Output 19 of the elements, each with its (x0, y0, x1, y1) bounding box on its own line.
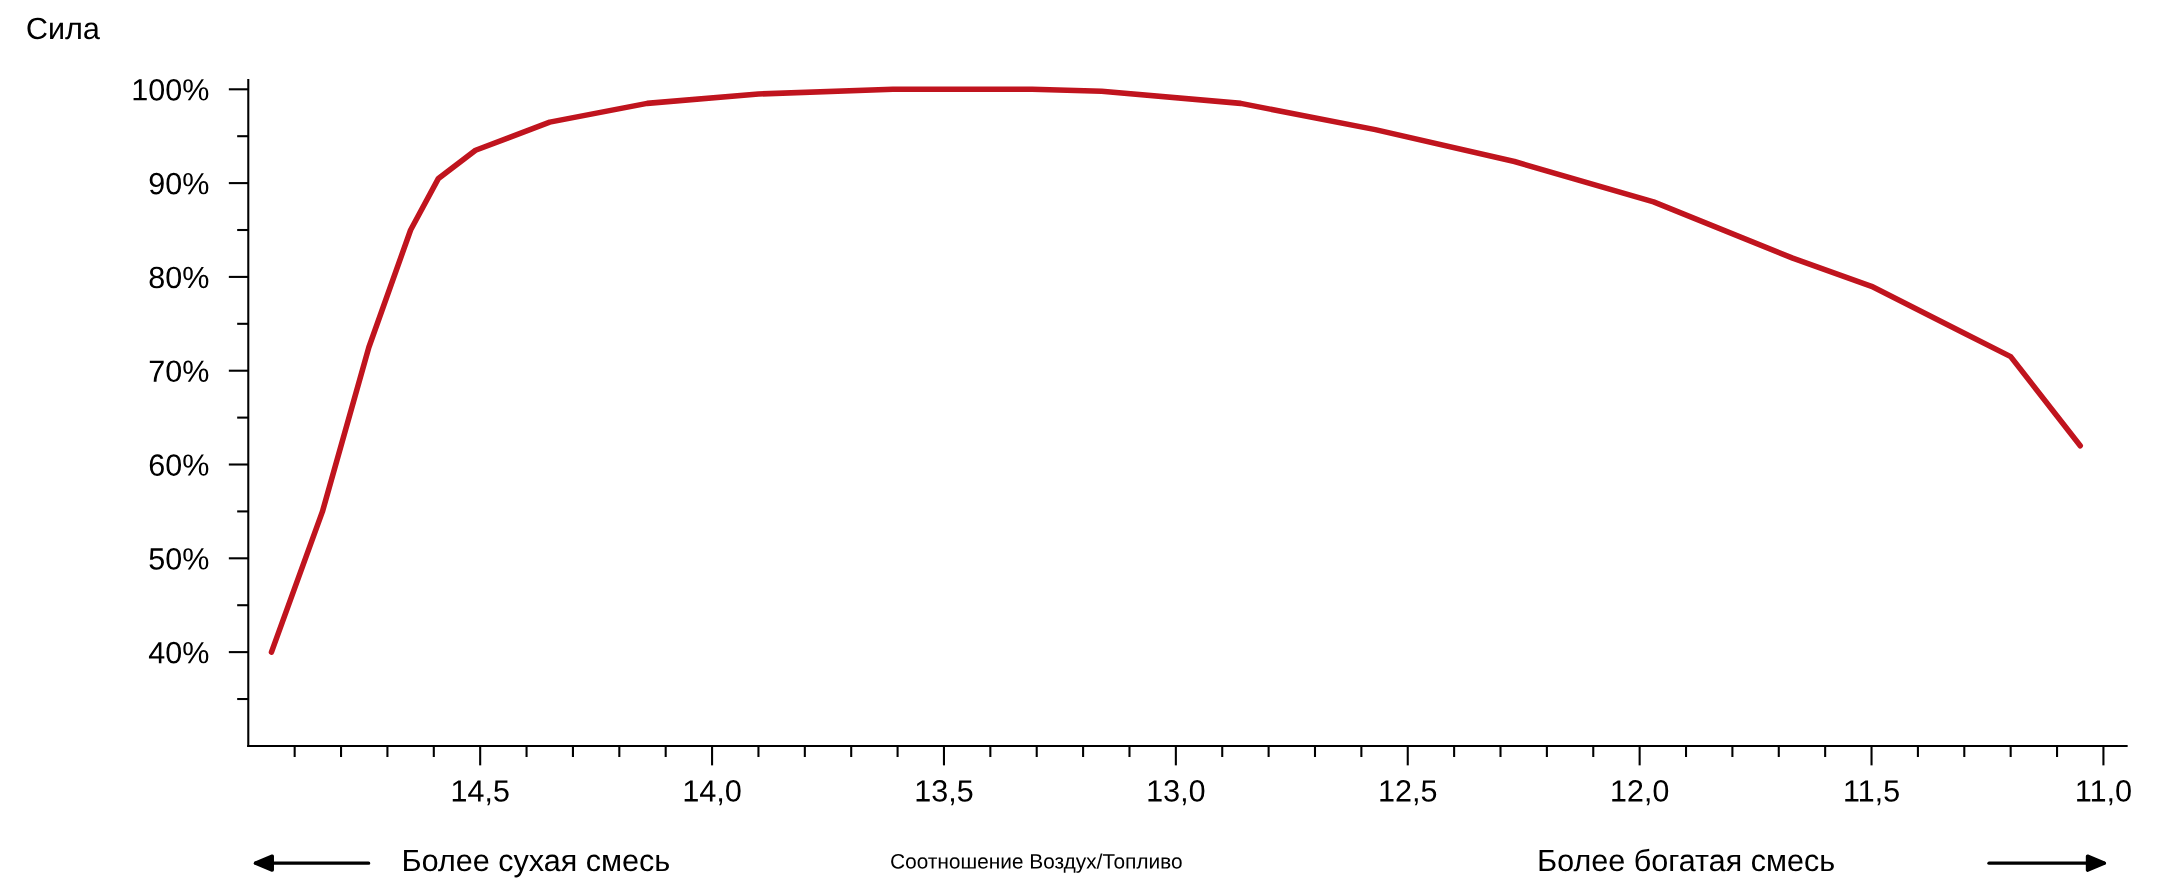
x-axis-title: Соотношение Воздух/Топливо (891, 853, 1182, 873)
y-axis-title: Сила (27, 17, 100, 40)
y-tick-label: 50% (149, 548, 209, 570)
x-tick-label: 11,5 (1845, 780, 1899, 806)
x-tick-label: 12,5 (1380, 780, 1437, 806)
y-tick-label: 70% (149, 360, 209, 383)
y-tick-label: 80% (149, 266, 209, 289)
x-tick-label: 13,5 (916, 780, 973, 806)
y-tick-label: 60% (149, 454, 209, 476)
x-tick-label: 11,0 (2077, 780, 2131, 806)
x-tick-label: 12,0 (1612, 780, 1669, 806)
text: Более сухая смесь (404, 850, 669, 878)
y-tick-label: 100% (133, 79, 209, 101)
x-tick-label: 13,0 (1148, 780, 1205, 806)
x-tick-label: 14,5 (452, 780, 509, 806)
y-tick-label: 90% (149, 172, 209, 195)
text: Более богатая смесь (1539, 848, 1834, 872)
y-tick-label: 40% (148, 641, 209, 664)
x-tick-label: 14,0 (684, 780, 741, 806)
